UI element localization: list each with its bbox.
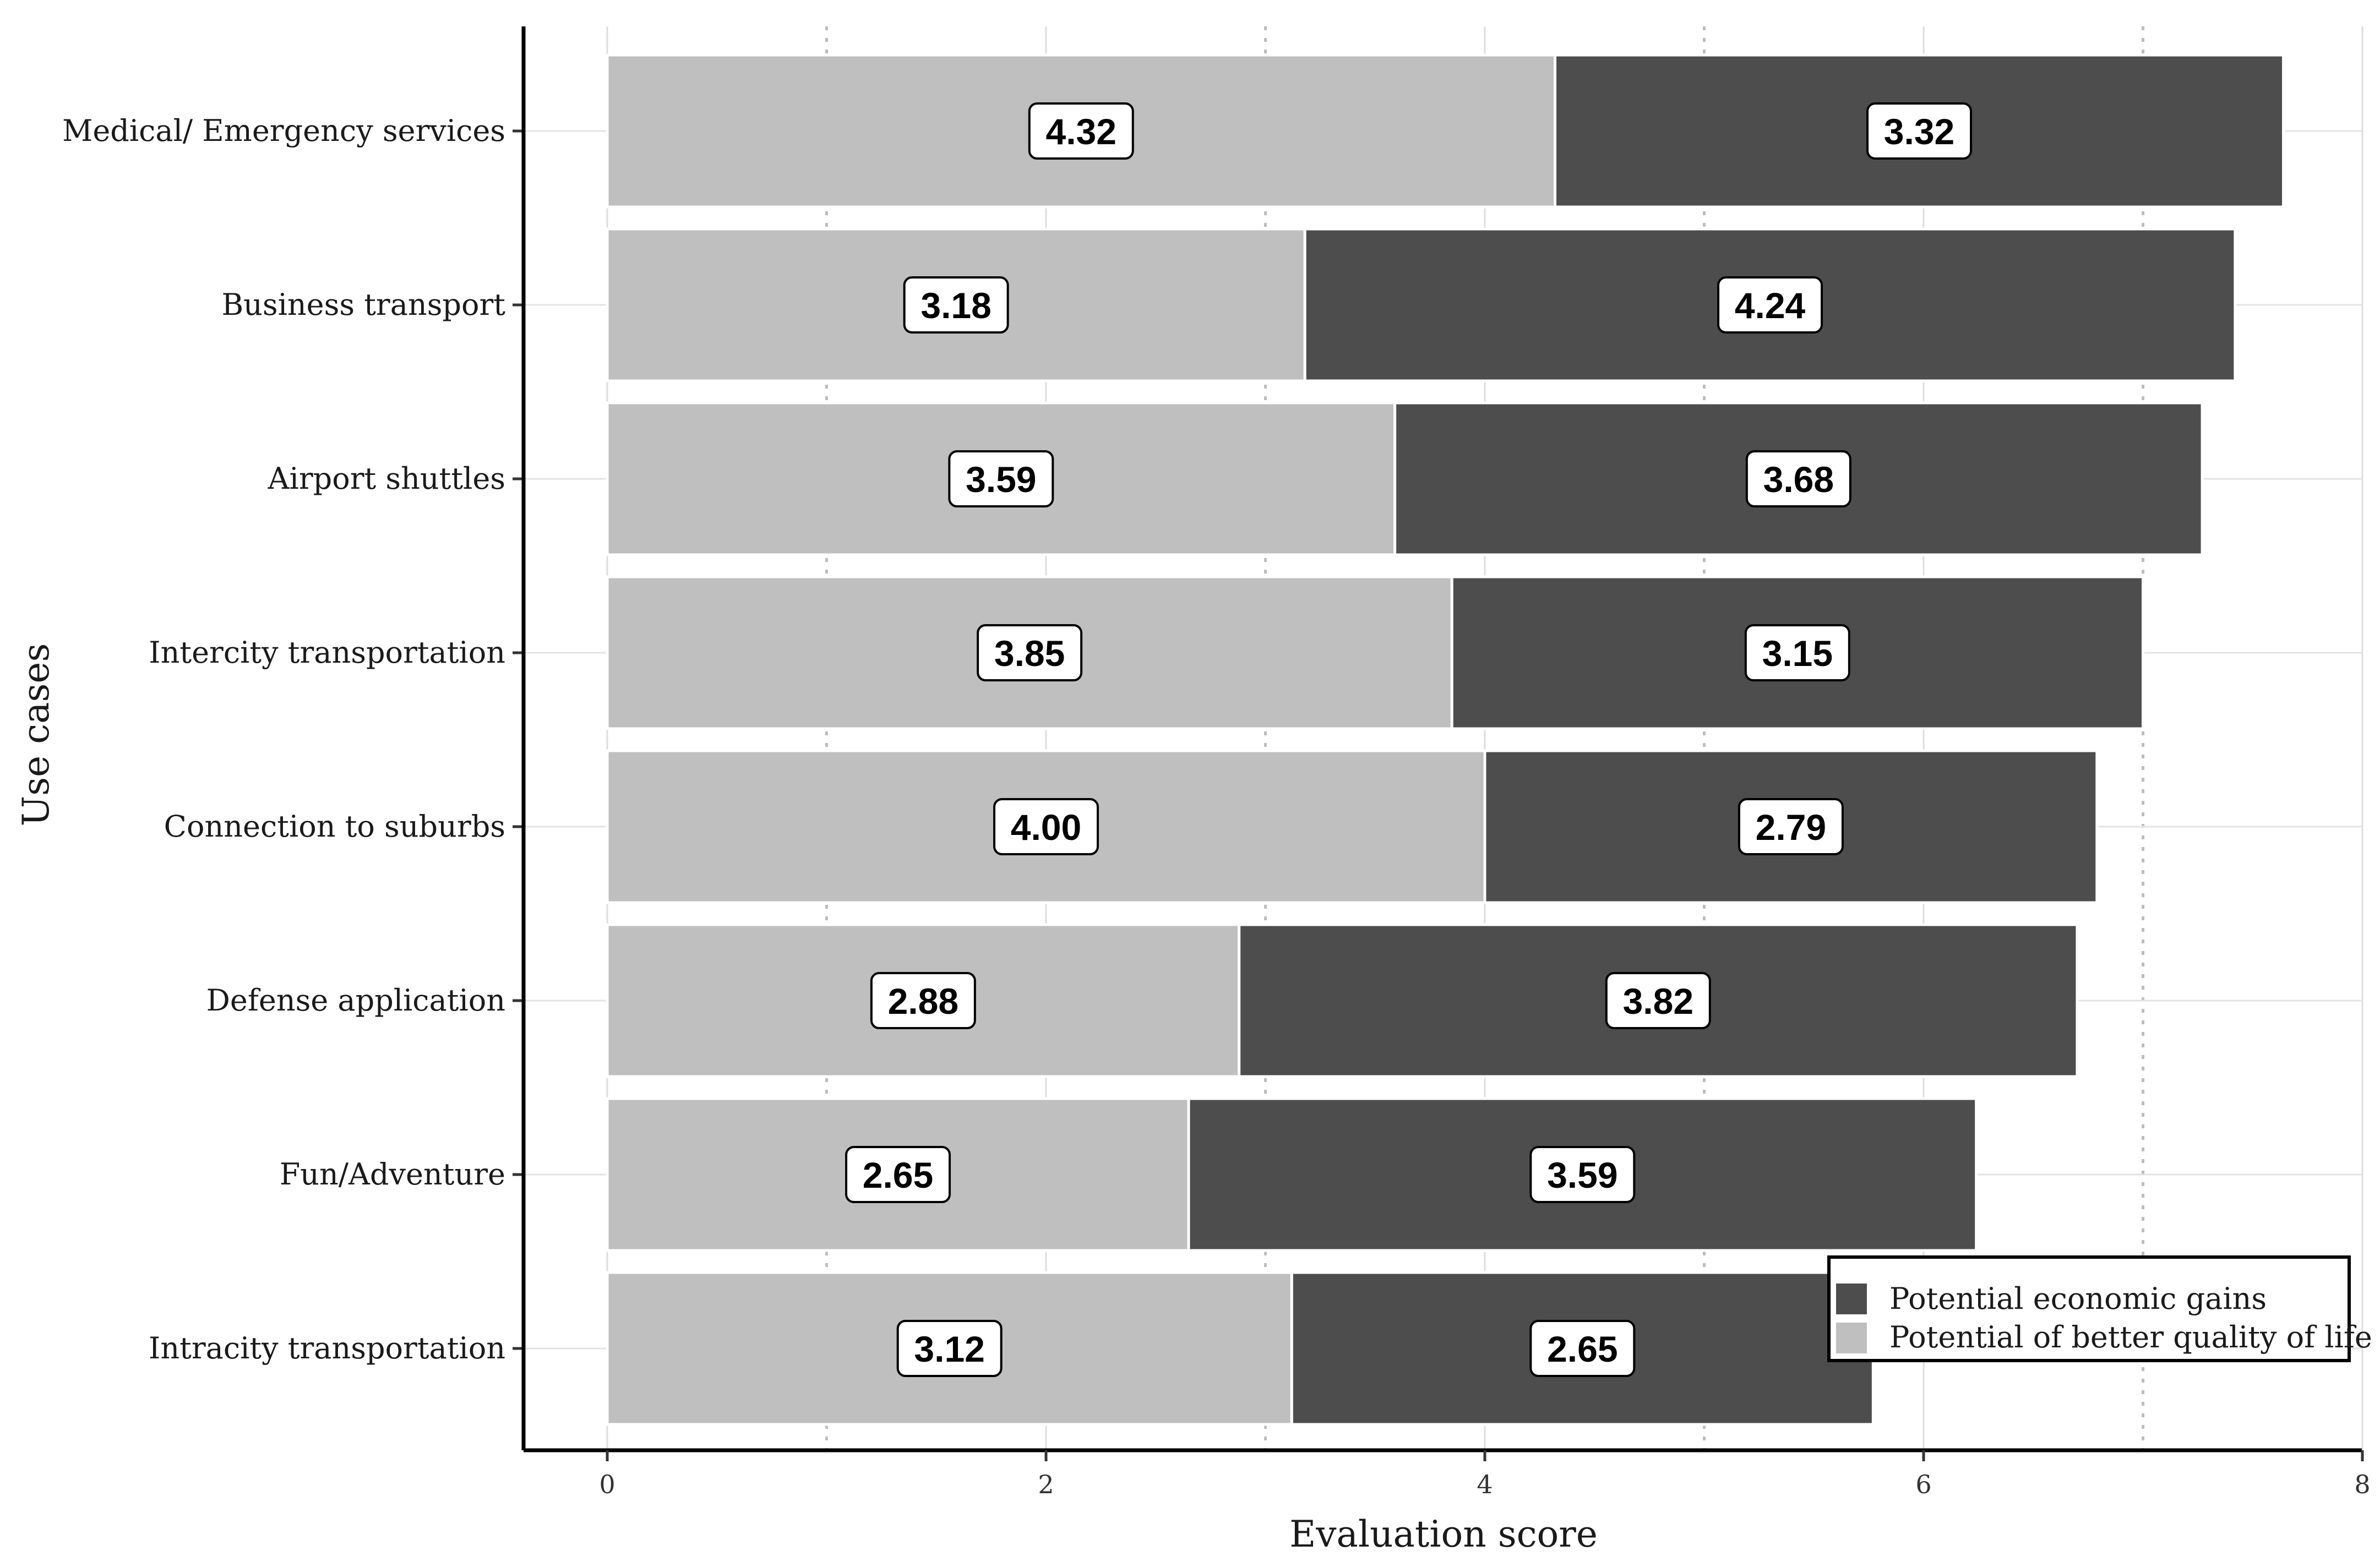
value-label-box xyxy=(977,624,1083,681)
value-label-box xyxy=(1744,624,1850,681)
value-label-box xyxy=(948,450,1054,507)
x-tick-label: 4 xyxy=(1477,1470,1493,1499)
value-label-box xyxy=(870,972,976,1029)
x-tick-label: 8 xyxy=(2354,1470,2370,1499)
value-label: 3.15 xyxy=(1762,633,1833,674)
legend-swatch-economic xyxy=(1836,1284,1867,1314)
category-label: Medical/ Emergency services xyxy=(62,113,505,148)
x-tick-label: 2 xyxy=(1038,1470,1054,1499)
x-axis-title: Evaluation score xyxy=(1289,1513,1598,1555)
value-label-box xyxy=(1738,798,1844,855)
value-label-box xyxy=(1605,972,1711,1029)
value-label: 3.18 xyxy=(921,285,991,326)
bars-layer xyxy=(606,53,2285,1426)
category-label: Business transport xyxy=(221,287,505,322)
value-label-box xyxy=(993,798,1099,855)
value-label-box xyxy=(1717,276,1823,334)
x-tick-label: 6 xyxy=(1915,1470,1931,1499)
legend-swatch-quality xyxy=(1836,1323,1867,1353)
value-label-box xyxy=(1745,450,1851,507)
value-label: 3.59 xyxy=(1547,1155,1617,1195)
value-label: 2.88 xyxy=(888,981,958,1022)
labels-layer: 4.32 3.32 3.18 4.24 3.59 3.68 3.85 3.15 4.00 2.79… xyxy=(845,102,1973,1377)
value-label: 4.32 xyxy=(1046,111,1117,152)
value-label: 2.79 xyxy=(1756,807,1826,848)
value-label: 4.24 xyxy=(1735,285,1806,326)
legend: Potential economic gains Potential of be… xyxy=(1827,1255,2372,1362)
legend-label-economic: Potential economic gains xyxy=(1889,1281,2267,1316)
value-label-box xyxy=(1529,1320,1636,1377)
bar-quality-of-life xyxy=(606,401,1397,556)
category-label: Intercity transportation xyxy=(149,635,505,670)
value-label: 3.68 xyxy=(1763,459,1834,500)
value-label: 3.85 xyxy=(994,633,1065,674)
legend-label-quality: Potential of better quality of life xyxy=(1889,1320,2372,1355)
value-label-box xyxy=(896,1320,1003,1377)
value-label-box xyxy=(1028,102,1134,160)
value-label: 3.59 xyxy=(966,459,1036,500)
value-label: 4.00 xyxy=(1011,807,1081,848)
category-label: Defense application xyxy=(206,983,505,1018)
x-tick-label: 0 xyxy=(599,1470,615,1499)
legend-box xyxy=(1827,1255,2351,1362)
category-label: Fun/Adventure xyxy=(280,1157,505,1192)
value-label-box xyxy=(845,1146,951,1203)
bar-quality-of-life xyxy=(606,923,1241,1078)
value-label: 2.65 xyxy=(1547,1329,1617,1369)
value-label-box xyxy=(903,276,1009,334)
value-label-box xyxy=(1866,102,1973,160)
y-axis-title: Use cases xyxy=(15,643,57,827)
value-label: 3.32 xyxy=(1884,111,1954,152)
value-label: 2.65 xyxy=(863,1155,933,1195)
category-label: Connection to suburbs xyxy=(164,809,505,844)
category-label: Intracity transportation xyxy=(149,1331,505,1366)
category-label: Airport shuttles xyxy=(268,461,505,496)
value-label-box xyxy=(1529,1146,1636,1203)
axes-layer: Medical/ Emergency services Business tran… xyxy=(62,26,2371,1499)
value-label: 3.82 xyxy=(1623,981,1693,1022)
value-label: 3.12 xyxy=(914,1329,984,1369)
